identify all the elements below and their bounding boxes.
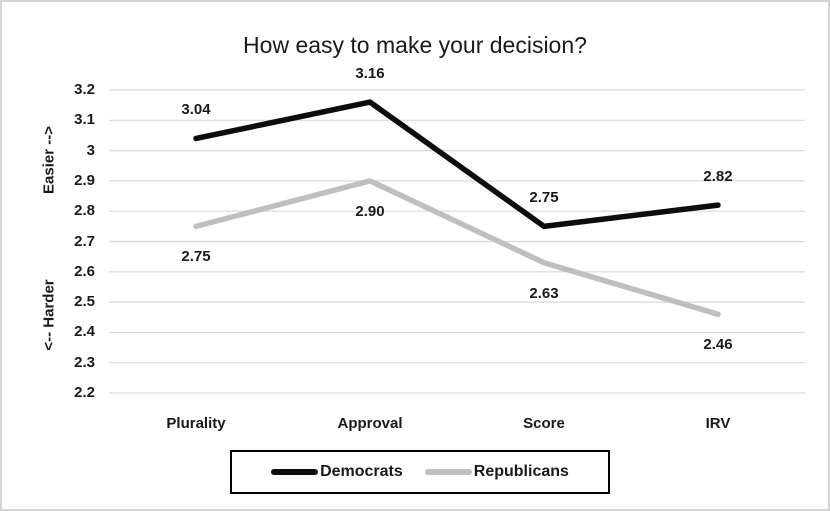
legend-entry-republicans: Republicans <box>424 463 569 481</box>
legend: Democrats Republicans <box>230 450 610 494</box>
plot-area <box>109 89 805 394</box>
data-label: 3.04 <box>181 101 211 119</box>
republicans-line <box>193 178 721 317</box>
x-category-label: Plurality <box>166 415 226 432</box>
legend-entry-democrats: Democrats <box>271 463 403 481</box>
data-label: 3.16 <box>355 65 385 83</box>
data-label: 2.75 <box>529 189 559 207</box>
y-tick-label: 2.4 <box>74 323 95 341</box>
x-category-label: Score <box>523 415 565 432</box>
democrats-line <box>193 99 721 230</box>
data-label: 2.75 <box>181 248 211 266</box>
chart-title: How easy to make your decision? <box>243 32 587 58</box>
y-tick-label: 3.1 <box>74 111 95 129</box>
data-label: 2.46 <box>703 336 733 354</box>
data-label: 2.82 <box>703 168 733 186</box>
x-category-label: Approval <box>337 415 403 432</box>
y-tick-label: 3 <box>86 141 95 159</box>
data-label: 2.90 <box>355 202 385 220</box>
democrats-line-swatch <box>271 469 319 475</box>
y-tick-label: 2.6 <box>74 262 95 280</box>
republicans-line-swatch <box>424 469 472 475</box>
x-category-label: IRV <box>705 415 731 432</box>
legend-label-democrats: Democrats <box>320 463 403 480</box>
data-label: 2.63 <box>529 284 559 302</box>
y-tick-label: 2.8 <box>74 202 95 220</box>
y-tick-label: 2.7 <box>74 232 95 250</box>
y-tick-label: 3.2 <box>74 81 95 98</box>
y-tick-label: 2.2 <box>74 384 95 401</box>
legend-label-republicans: Republicans <box>473 463 569 480</box>
y-tick-label: 2.9 <box>74 171 95 189</box>
y-tick-label: 2.3 <box>74 353 95 371</box>
y-tick-label: 2.5 <box>74 293 95 311</box>
